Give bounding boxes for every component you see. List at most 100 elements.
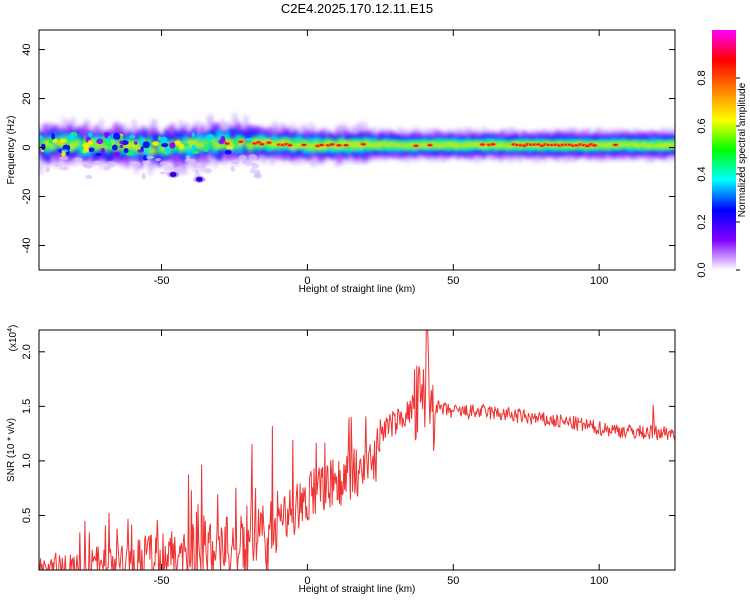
- spectrogram-cell: [620, 142, 624, 146]
- spectrogram-cell: [288, 145, 293, 149]
- spectrogram-cell: [494, 144, 498, 148]
- spectrogram-cell: [659, 144, 664, 149]
- spectrogram-cell: [123, 143, 127, 147]
- spectrogram-cell: [104, 136, 108, 147]
- spectrogram-cell: [349, 141, 353, 146]
- spectrogram-cell: [636, 144, 641, 148]
- spectrogram-frame: [38, 29, 676, 271]
- spectrogram-blob: [39, 134, 43, 141]
- spectrogram-cell: [333, 145, 337, 149]
- spectrogram-cell: [307, 140, 311, 147]
- spectrogram-cell: [634, 143, 638, 148]
- spectrogram-cell: [95, 144, 99, 149]
- spectrogram-blob: [52, 138, 58, 144]
- spectrogram-cell: [358, 145, 363, 149]
- spectrogram-cell: [634, 140, 638, 147]
- spectrogram-cell: [67, 140, 71, 149]
- spectrogram-cell: [242, 138, 246, 143]
- spectrogram-cell: [631, 142, 636, 146]
- y-tick-label: 1.0: [21, 453, 33, 468]
- spectrogram-cell: [617, 142, 622, 146]
- spectrogram-cell: [319, 146, 323, 150]
- spectrogram-cell: [508, 144, 512, 148]
- chart-title: C2E4.2025.170.12.11.E15: [281, 1, 433, 16]
- spectrogram-faint-blob: [159, 161, 170, 166]
- spectrogram-blob: [232, 139, 240, 146]
- spectrogram-cell: [204, 137, 209, 150]
- spectrogram-cell: [302, 141, 307, 145]
- spectrogram-cell: [148, 137, 153, 148]
- spectrogram-cell: [151, 149, 155, 153]
- spectrogram-cell: [263, 140, 267, 144]
- spectrogram-blob: [224, 150, 232, 155]
- spectrogram-cell: [501, 143, 505, 147]
- colorbar: 0.0 0.2 0.4 0.6 0.8 Normalized spectral ampl…: [696, 30, 748, 278]
- spectrogram-cell: [435, 144, 440, 148]
- spectrogram-peak: [343, 144, 349, 147]
- spectrogram-blob: [106, 141, 112, 148]
- spectrogram-cell: [655, 144, 659, 148]
- snr-multiplier-base: (x10: [8, 331, 19, 351]
- spectrogram-cell: [158, 142, 162, 154]
- spectrogram-cell: [403, 144, 407, 148]
- spectrogram-cell: [225, 135, 230, 145]
- spectrogram-cell: [102, 137, 106, 149]
- spectrogram-cell: [475, 143, 479, 148]
- spectrogram-faint-blob: [74, 157, 83, 162]
- y-tick-label: 40: [21, 43, 33, 55]
- spectrogram-faint-blob: [142, 160, 152, 165]
- spectrogram-cell: [447, 142, 451, 146]
- spectrogram-peak: [413, 144, 419, 147]
- spectrogram-cell: [648, 144, 652, 148]
- spectrogram-cell: [242, 131, 246, 157]
- spectrogram-cell: [155, 132, 160, 161]
- spectrogram-peak: [480, 143, 485, 146]
- spectrogram-cell: [293, 139, 297, 147]
- spectrogram-cell: [55, 137, 59, 148]
- spectrogram-cell: [664, 142, 669, 150]
- snr-frame: [38, 329, 676, 571]
- spectrogram-peak: [613, 143, 618, 146]
- spectrogram-cell: [669, 144, 673, 148]
- spectrogram-faint-blob: [249, 167, 256, 174]
- spectrogram-cell: [312, 141, 316, 149]
- spectrogram-cell: [407, 143, 412, 150]
- spectrogram-cell: [433, 142, 437, 146]
- spectrogram-cell: [153, 135, 157, 161]
- spectrogram-cell: [228, 139, 232, 144]
- spectrogram-cell: [645, 144, 650, 149]
- spectrogram-cell: [284, 140, 288, 144]
- spectrogram-blob: [88, 132, 93, 138]
- colorbar-tick-label: 0.0: [696, 262, 708, 277]
- spectrogram-cell: [71, 140, 76, 148]
- spectrogram-cell: [265, 141, 269, 150]
- spectrogram-cell: [291, 144, 295, 149]
- spectrogram-cell: [113, 140, 118, 148]
- spectrogram-cell: [312, 145, 316, 149]
- spectrogram-cell: [666, 144, 671, 149]
- y-tick-label: -20: [21, 189, 33, 205]
- spectrogram-cell: [279, 140, 283, 144]
- spectrogram-cell: [384, 142, 388, 147]
- spectrogram-cell: [638, 143, 643, 150]
- spectrogram-cell: [116, 141, 120, 150]
- spectrogram-faint-blob: [174, 166, 181, 172]
- spectrogram-cell: [435, 139, 440, 148]
- spectrogram-cell: [498, 142, 503, 146]
- spectrogram-cell: [270, 143, 274, 148]
- spectrogram-blob: [82, 142, 89, 148]
- spectrogram-cell: [172, 144, 176, 155]
- spectrogram-cell: [188, 138, 192, 146]
- spectrogram-faint-blob: [163, 164, 173, 172]
- spectrogram-cell: [314, 141, 318, 146]
- spectrogram-cell: [74, 135, 78, 148]
- spectrogram-cell: [153, 149, 157, 153]
- spectrogram-cell: [109, 134, 113, 162]
- spectrogram-cell: [445, 142, 449, 146]
- spectrogram-cell: [468, 143, 472, 147]
- spectrogram-cell: [347, 142, 351, 151]
- spectrogram-cell: [195, 141, 199, 148]
- spectrogram-cell: [326, 141, 330, 146]
- spectrogram-cell: [650, 143, 655, 147]
- spectrogram-cell: [246, 143, 251, 148]
